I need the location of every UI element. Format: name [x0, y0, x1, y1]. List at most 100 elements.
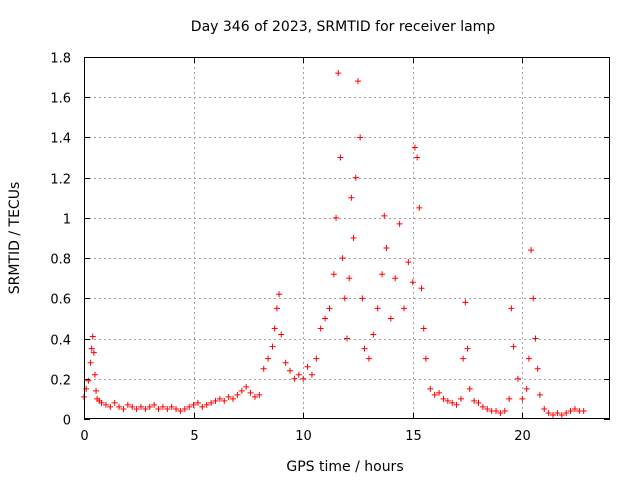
data-point	[251, 393, 258, 400]
plot-frame	[84, 57, 610, 419]
data-point	[525, 355, 532, 362]
data-point	[405, 259, 412, 266]
y-tick-label: 1.8	[50, 52, 71, 67]
data-point	[238, 387, 245, 394]
data-point	[212, 397, 219, 404]
data-point	[146, 403, 153, 410]
data-point	[545, 409, 552, 416]
data-point	[554, 409, 561, 416]
data-point	[431, 391, 438, 398]
data-point	[120, 405, 127, 412]
axis-ticks: 0 0.2 0.4 0.6 0.8 1 1.2 1.4 1.6 1.8 0 5 10 15 20	[50, 52, 610, 444]
data-point	[91, 371, 98, 378]
data-point	[194, 399, 201, 406]
data-point	[317, 325, 324, 332]
data-point	[269, 343, 276, 350]
data-point	[392, 275, 399, 282]
data-point	[462, 299, 469, 306]
data-markers	[81, 70, 587, 418]
x-axis-title: GPS time / hours	[286, 459, 403, 475]
data-point	[230, 395, 237, 402]
data-point	[234, 391, 241, 398]
data-point	[93, 387, 100, 394]
data-point	[530, 295, 537, 302]
data-point	[273, 305, 280, 312]
data-point	[370, 331, 377, 338]
y-tick-label: 1.2	[50, 173, 71, 188]
data-point	[276, 291, 283, 298]
data-point	[400, 305, 407, 312]
y-tick-label: 0.6	[50, 293, 71, 308]
data-point	[348, 194, 355, 201]
data-point	[534, 365, 541, 372]
data-point	[89, 333, 96, 340]
data-point	[278, 331, 285, 338]
data-point	[107, 403, 114, 410]
data-point	[186, 403, 193, 410]
y-tick-label: 1	[63, 213, 71, 228]
data-point	[379, 271, 386, 278]
data-point	[466, 385, 473, 392]
data-point	[330, 271, 337, 278]
x-tick-label: 0	[80, 429, 88, 444]
data-point	[137, 403, 144, 410]
data-point	[87, 359, 94, 366]
data-point	[464, 345, 471, 352]
data-point	[313, 355, 320, 362]
data-point	[271, 325, 278, 332]
data-point	[295, 371, 302, 378]
data-point	[111, 399, 118, 406]
data-point	[344, 335, 350, 342]
x-tick-label: 15	[405, 429, 422, 444]
data-point	[155, 405, 162, 412]
data-point	[102, 401, 109, 408]
data-point	[396, 220, 403, 227]
data-point	[414, 154, 421, 161]
data-point	[199, 403, 206, 410]
data-point	[475, 399, 482, 406]
data-point	[359, 295, 366, 302]
data-point	[335, 70, 342, 77]
data-point	[357, 134, 364, 141]
data-point	[116, 403, 123, 410]
data-point	[203, 401, 210, 408]
data-point	[300, 375, 307, 382]
data-point	[523, 385, 530, 392]
data-point	[243, 383, 250, 390]
data-point	[449, 399, 456, 406]
data-point	[282, 359, 289, 366]
data-point	[168, 403, 175, 410]
y-tick-label: 1.4	[50, 132, 71, 147]
data-point	[221, 397, 228, 404]
data-point	[354, 78, 361, 85]
data-point	[484, 405, 491, 412]
data-point	[550, 411, 557, 418]
data-point	[287, 367, 294, 374]
data-point	[159, 403, 166, 410]
data-point	[216, 395, 223, 402]
data-point	[563, 409, 570, 416]
data-point	[444, 397, 451, 404]
data-point	[133, 405, 140, 412]
data-point	[98, 399, 105, 406]
data-point	[333, 214, 340, 221]
data-point	[322, 315, 329, 322]
data-point	[493, 407, 500, 414]
data-point	[265, 355, 272, 362]
data-point	[567, 407, 574, 414]
data-point	[124, 401, 131, 408]
data-point	[350, 235, 357, 241]
data-point	[341, 295, 348, 302]
data-point	[427, 385, 434, 392]
data-point	[304, 363, 311, 370]
data-point	[164, 405, 171, 412]
data-point	[497, 409, 504, 416]
data-point	[361, 345, 368, 352]
data-point	[436, 389, 443, 396]
data-point	[383, 245, 390, 252]
data-point	[339, 255, 346, 262]
data-point	[411, 144, 418, 151]
y-tick-label: 0.4	[50, 334, 71, 349]
data-point	[129, 403, 136, 410]
data-point	[247, 389, 254, 396]
